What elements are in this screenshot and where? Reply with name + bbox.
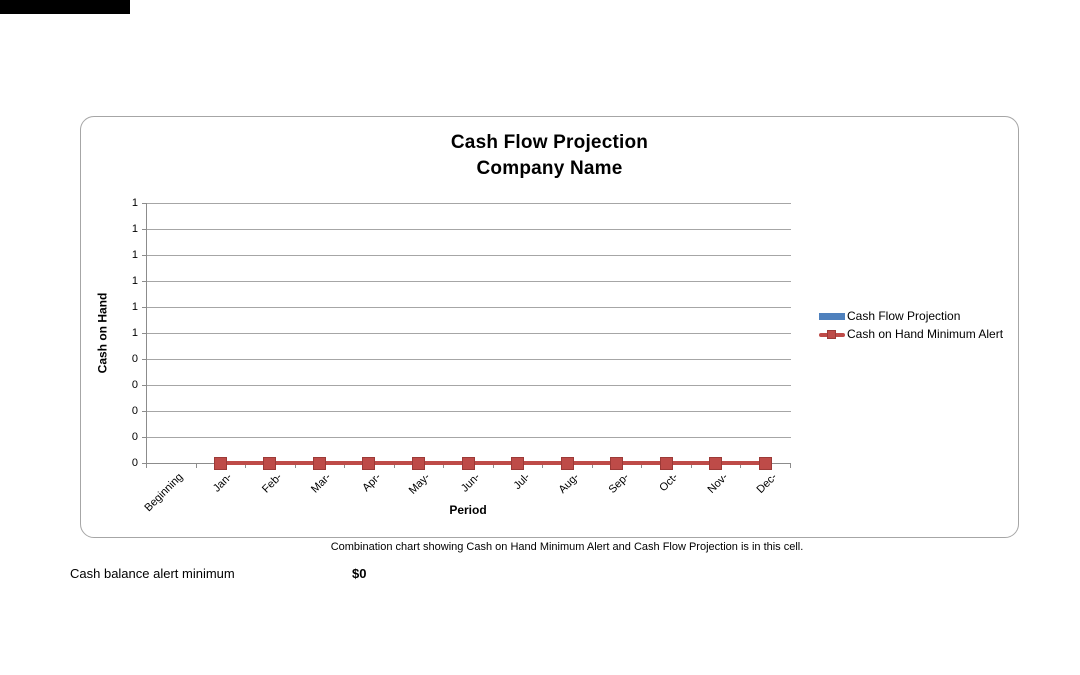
gridline (147, 203, 791, 204)
x-tick-mark (146, 464, 147, 468)
y-tick-mark (142, 463, 146, 464)
chart-title-line1: Cash Flow Projection (450, 132, 649, 153)
y-tick-mark (142, 437, 146, 438)
x-tick-mark (195, 464, 197, 468)
gridline (147, 437, 791, 438)
x-tick-label: Feb- (259, 471, 285, 496)
x-tick-mark (591, 464, 593, 468)
gridline (147, 359, 791, 360)
y-tick-label: 1 (131, 197, 138, 209)
x-tick-mark (790, 464, 791, 468)
y-tick-label: 0 (131, 405, 138, 417)
cash-balance-alert-minimum-value[interactable]: $0 (352, 566, 367, 581)
y-tick-label: 0 (131, 457, 138, 469)
y-tick-mark (142, 203, 146, 204)
y-tick-mark (142, 255, 146, 256)
minimum-alert-marker (461, 456, 475, 470)
minimum-alert-line (220, 461, 766, 465)
legend: Cash Flow Projection Cash on Hand Minimu… (819, 307, 1003, 343)
chart-caption: Combination chart showing Cash on Hand M… (330, 541, 804, 553)
y-tick-mark (142, 229, 146, 230)
minimum-alert-marker (362, 456, 376, 470)
y-tick-mark (142, 411, 146, 412)
x-axis-title: Period (449, 503, 487, 517)
x-tick-mark (393, 464, 395, 468)
x-tick-mark (492, 464, 494, 468)
minimum-alert-marker (709, 456, 723, 470)
legend-label: Cash on Hand Minimum Alert (847, 327, 1004, 341)
y-tick-label: 0 (131, 353, 138, 365)
x-tick-mark (245, 464, 247, 468)
gridline (147, 411, 791, 412)
y-tick-mark (142, 359, 146, 360)
x-tick-mark (344, 464, 346, 468)
x-tick-label: Jan- (211, 471, 235, 495)
gridline (147, 333, 791, 334)
minimum-alert-marker (758, 456, 772, 470)
legend-line-marker-swatch-icon (819, 328, 845, 341)
minimum-alert-marker (560, 456, 574, 470)
y-tick-label: 0 (131, 431, 138, 443)
legend-item-cash-flow-projection: Cash Flow Projection (819, 307, 1003, 325)
legend-item-cash-on-hand-minimum-alert: Cash on Hand Minimum Alert (819, 325, 1003, 343)
x-tick-mark (641, 464, 643, 468)
minimum-alert-marker (610, 456, 624, 470)
plot-area (146, 203, 791, 464)
y-tick-label: 1 (131, 275, 138, 287)
x-tick-mark (542, 464, 544, 468)
x-tick-mark (690, 464, 692, 468)
y-axis-title: Cash on Hand (95, 292, 110, 374)
top-left-black-bar (0, 0, 130, 14)
legend-label: Cash Flow Projection (847, 309, 961, 323)
minimum-alert-marker (411, 456, 425, 470)
chart-title-line2: Company Name (476, 158, 623, 179)
x-tick-mark (443, 464, 445, 468)
x-tick-mark (294, 464, 296, 468)
y-tick-label: 0 (131, 379, 138, 391)
minimum-alert-marker (511, 456, 525, 470)
gridline (147, 281, 791, 282)
y-tick-label: 1 (131, 327, 138, 339)
minimum-alert-marker (312, 456, 326, 470)
x-tick-mark (740, 464, 742, 468)
x-tick-label: Beginning (142, 471, 186, 515)
minimum-alert-marker (263, 456, 277, 470)
gridline (147, 255, 791, 256)
y-tick-label: 1 (131, 249, 138, 261)
minimum-alert-marker (213, 456, 227, 470)
gridline (147, 385, 791, 386)
minimum-alert-marker (659, 456, 673, 470)
gridline (147, 229, 791, 230)
gridline (147, 307, 791, 308)
y-tick-label: 1 (131, 301, 138, 313)
chart-card[interactable]: Cash Flow Projection Company Name Cash o… (80, 116, 1019, 538)
y-tick-mark (142, 307, 146, 308)
x-tick-label: Mar- (309, 471, 334, 496)
y-tick-mark (142, 385, 146, 386)
chart-title: Cash Flow Projection Company Name (81, 130, 1018, 182)
y-tick-mark (142, 281, 146, 282)
y-tick-label: 1 (131, 223, 138, 235)
cash-balance-alert-minimum-label: Cash balance alert minimum (70, 566, 235, 581)
legend-bar-swatch-icon (819, 312, 845, 320)
y-tick-mark (142, 333, 146, 334)
